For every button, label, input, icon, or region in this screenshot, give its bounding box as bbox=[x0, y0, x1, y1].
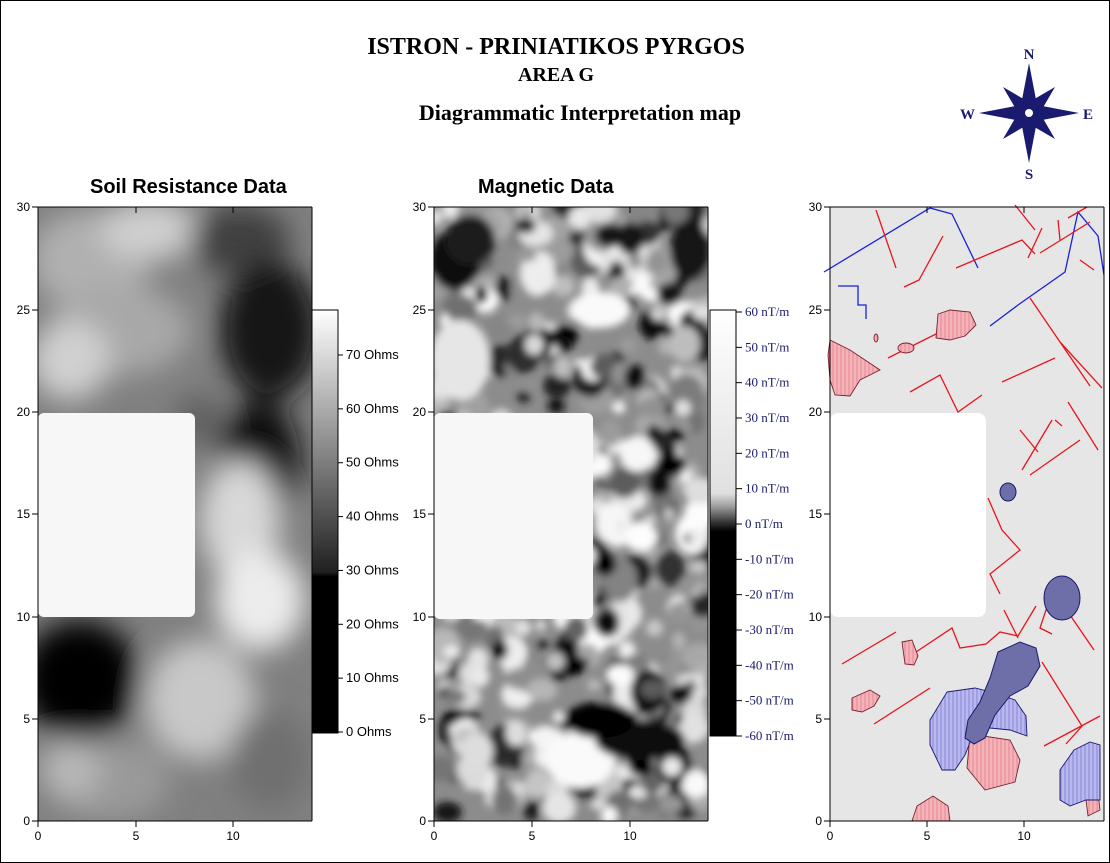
svg-text:20: 20 bbox=[413, 405, 427, 419]
resistance-panel-title: Soil Resistance Data bbox=[90, 176, 288, 198]
svg-text:10: 10 bbox=[413, 610, 427, 624]
svg-text:25: 25 bbox=[17, 303, 31, 317]
interpretation-no-data-block bbox=[830, 413, 986, 617]
resistance-legend-label: 0 Ohms bbox=[346, 724, 392, 739]
interpretation-red-lines bbox=[841, 204, 1103, 747]
magnetic-legend-label: -10 nT/m bbox=[745, 551, 794, 566]
magnetic-panel-title: Magnetic Data bbox=[478, 176, 614, 198]
svg-text:25: 25 bbox=[809, 303, 823, 317]
svg-text:10: 10 bbox=[226, 829, 240, 843]
resistance-legend-label: 40 Ohms bbox=[346, 509, 399, 524]
svg-text:0: 0 bbox=[431, 829, 438, 843]
svg-text:5: 5 bbox=[23, 712, 30, 726]
svg-text:5: 5 bbox=[924, 829, 931, 843]
svg-text:0: 0 bbox=[35, 829, 42, 843]
magnetic-legend-label: -60 nT/m bbox=[745, 728, 794, 743]
compass-south: S bbox=[1025, 167, 1033, 183]
svg-text:15: 15 bbox=[17, 507, 31, 521]
interpretation-x-ticks: 0 5 10 bbox=[827, 207, 1031, 843]
resistance-x-ticks: 0 5 10 bbox=[35, 207, 240, 843]
svg-text:30: 30 bbox=[413, 200, 427, 214]
resistance-legend-label: 60 Ohms bbox=[346, 401, 399, 416]
map-title: ISTRON - PRINIATIKOS PYRGOS bbox=[367, 34, 745, 60]
svg-text:10: 10 bbox=[623, 829, 637, 843]
svg-text:5: 5 bbox=[815, 712, 822, 726]
compass-north: N bbox=[1024, 47, 1035, 63]
interpretation-purple-features bbox=[964, 482, 1081, 745]
interpretation-pink-features bbox=[827, 309, 1101, 822]
svg-text:5: 5 bbox=[133, 829, 140, 843]
resistance-legend-label: 70 Ohms bbox=[346, 347, 399, 362]
svg-text:20: 20 bbox=[809, 405, 823, 419]
magnetic-legend-label: 60 nT/m bbox=[745, 304, 789, 319]
magnetic-legend-label: 20 nT/m bbox=[745, 445, 789, 460]
svg-text:20: 20 bbox=[17, 405, 31, 419]
resistance-legend-label: 30 Ohms bbox=[346, 562, 399, 577]
svg-text:10: 10 bbox=[17, 610, 31, 624]
svg-text:0: 0 bbox=[827, 829, 834, 843]
resistance-y-ticks: 0 5 10 15 20 25 30 bbox=[17, 200, 38, 828]
svg-text:25: 25 bbox=[413, 303, 427, 317]
compass-west: W bbox=[960, 107, 975, 123]
svg-text:0: 0 bbox=[23, 814, 30, 828]
svg-text:15: 15 bbox=[413, 507, 427, 521]
magnetic-legend-label: -30 nT/m bbox=[745, 622, 794, 637]
svg-text:30: 30 bbox=[809, 200, 823, 214]
resistance-no-data-block bbox=[38, 413, 195, 617]
magnetic-legend-label: 0 nT/m bbox=[745, 516, 783, 531]
resistance-legend-label: 10 Ohms bbox=[346, 670, 399, 685]
interpretation-y-ticks: 0 5 10 15 20 25 30 bbox=[809, 200, 830, 828]
resistance-legend-label: 20 Ohms bbox=[346, 616, 399, 631]
magnetic-legend-label: 50 nT/m bbox=[745, 339, 789, 354]
compass-east: E bbox=[1083, 107, 1093, 123]
svg-text:5: 5 bbox=[529, 829, 536, 843]
magnetic-legend-label: -40 nT/m bbox=[745, 657, 794, 672]
magnetic-legend-label: -20 nT/m bbox=[745, 587, 794, 602]
magnetic-legend: 60 nT/m 50 nT/m 40 nT/m 30 nT/m 20 nT/m 10 nT… bbox=[709, 304, 794, 743]
svg-text:5: 5 bbox=[419, 712, 426, 726]
interpretation-map: 0 5 10 15 20 25 30 0 5 10 bbox=[809, 200, 1105, 843]
magnetic-map: 0 5 10 15 20 25 30 0 5 10 bbox=[413, 200, 709, 843]
resistance-map: 0 5 10 15 20 25 30 0 5 10 bbox=[17, 200, 313, 843]
resistance-legend-label: 50 Ohms bbox=[346, 455, 399, 470]
magnetic-x-ticks: 0 5 10 bbox=[431, 207, 637, 843]
resistance-legend: 70 Ohms 60 Ohms 50 Ohms 40 Ohms 30 Ohms 20 Oh… bbox=[311, 309, 399, 739]
magnetic-legend-label: -50 nT/m bbox=[745, 693, 794, 708]
svg-text:0: 0 bbox=[815, 814, 822, 828]
magnetic-legend-label: 40 nT/m bbox=[745, 375, 789, 390]
svg-text:30: 30 bbox=[17, 200, 31, 214]
map-caption: Diagrammatic Interpretation map bbox=[419, 100, 741, 125]
svg-text:10: 10 bbox=[1017, 829, 1031, 843]
magnetic-legend-label: 10 nT/m bbox=[745, 481, 789, 496]
magnetic-no-data-block bbox=[434, 413, 593, 619]
magnetic-y-ticks: 0 5 10 15 20 25 30 bbox=[413, 200, 434, 828]
compass-rose-icon: N S E W bbox=[960, 47, 1093, 183]
magnetic-legend-label: 30 nT/m bbox=[745, 410, 789, 425]
area-subtitle: AREA G bbox=[518, 64, 595, 86]
svg-text:15: 15 bbox=[809, 507, 823, 521]
interpretation-blue-lines bbox=[823, 207, 1105, 327]
svg-text:10: 10 bbox=[809, 610, 823, 624]
svg-text:0: 0 bbox=[419, 814, 426, 828]
